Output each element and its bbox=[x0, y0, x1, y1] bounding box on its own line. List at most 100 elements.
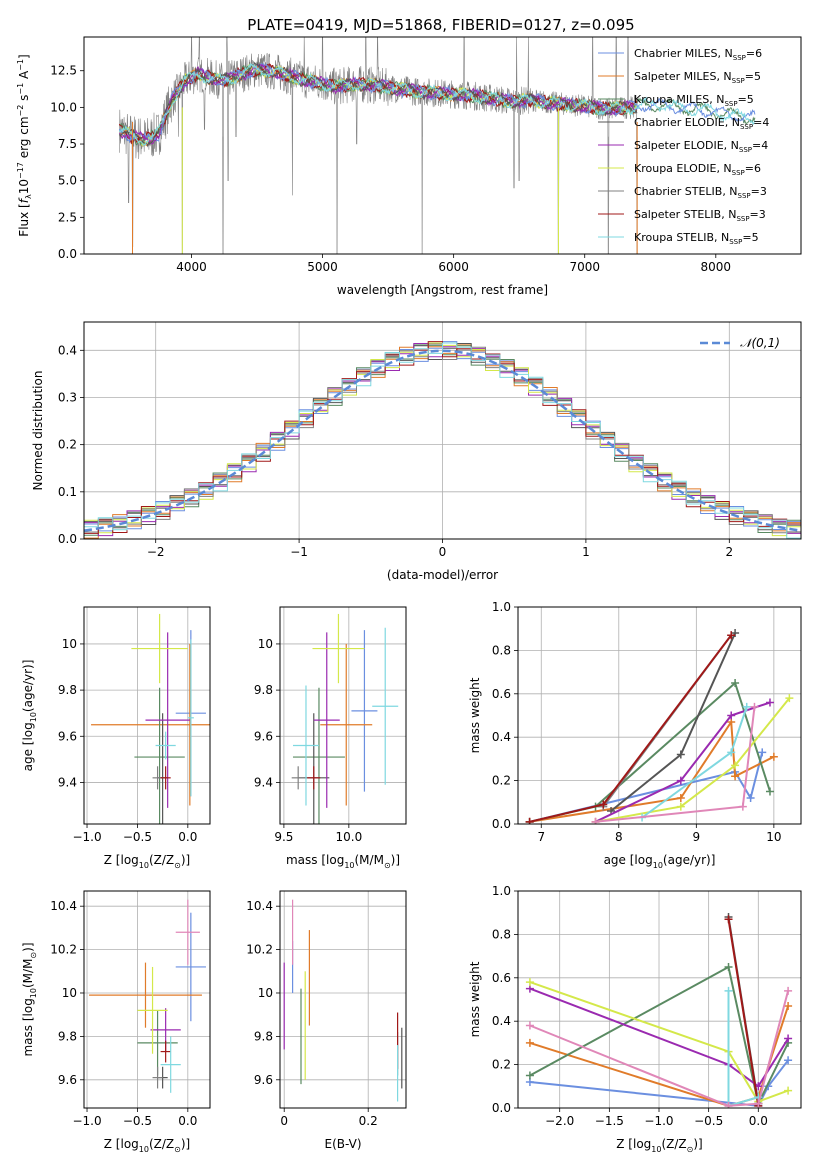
weight-marker bbox=[525, 1071, 534, 1080]
weight-line-0 bbox=[529, 752, 764, 823]
label-part: −1 bbox=[16, 59, 25, 71]
y-axis-label: age [log10(age/yr)] bbox=[21, 660, 38, 772]
label-part: 6 bbox=[755, 47, 762, 60]
panel-spectrum: 4000 5000 6000 7000 8000 0.0 2.5 5.0 7.5 10.0 12.5… bbox=[16, 36, 802, 297]
y-tick-label: 0.6 bbox=[492, 687, 511, 701]
label-part: Salpeter STELIB bbox=[634, 208, 721, 221]
label-part: )] bbox=[21, 942, 35, 951]
x-tick-label: −1.5 bbox=[595, 1114, 624, 1128]
label-part: 3 bbox=[759, 208, 766, 221]
y-axis-label: Normed distribution bbox=[31, 371, 45, 491]
label-part: SSP bbox=[736, 215, 749, 223]
x-tick-label: 8000 bbox=[701, 260, 732, 274]
label-part: 3 bbox=[760, 185, 767, 198]
x-tick-label: 6000 bbox=[438, 260, 469, 274]
weight-marker bbox=[738, 802, 747, 811]
x-axis-label: wavelength [Angstrom, rest frame] bbox=[337, 283, 548, 297]
label-part: (Z/Z bbox=[149, 853, 174, 867]
label-part: ] bbox=[17, 54, 31, 59]
legend-entry: Kroupa STELIB, NSSP=5 bbox=[634, 231, 759, 246]
label-part: ⊙ bbox=[29, 952, 38, 959]
x-tick-label: 0 bbox=[280, 1114, 288, 1128]
label-part: 10 bbox=[139, 861, 149, 870]
normal-curve bbox=[84, 349, 801, 532]
label-part: 10 bbox=[29, 712, 38, 722]
y-tick-label: 1.0 bbox=[492, 884, 511, 898]
weight-marker bbox=[731, 678, 740, 687]
y-tick-label: 9.8 bbox=[254, 683, 273, 697]
label-part: )] bbox=[181, 853, 190, 867]
legend-entry: Salpeter STELIB, NSSP=3 bbox=[634, 208, 766, 223]
legend-eq: = bbox=[745, 162, 754, 175]
panel-residuals: −2 −1 0 1 2 0.0 0.1 0.2 0.3 0.4 𝒩(0,1) (data-model)… bbox=[31, 321, 802, 582]
axes-frame bbox=[83, 606, 211, 825]
legend-eq: = bbox=[745, 70, 754, 83]
weight-marker bbox=[591, 817, 600, 824]
label-part: λ bbox=[24, 194, 33, 199]
label-part: Z [log bbox=[616, 1137, 651, 1151]
weight-line-4 bbox=[595, 701, 771, 823]
weight-marker bbox=[727, 748, 736, 757]
y-tick-label: 0.2 bbox=[58, 438, 77, 452]
weight-marker bbox=[784, 1034, 793, 1043]
y-tick-label: 0.6 bbox=[492, 971, 511, 985]
y-tick-label: 10.4 bbox=[50, 899, 77, 913]
weight-marker bbox=[525, 817, 534, 824]
label-part: )] bbox=[391, 853, 400, 867]
spectrum-data-line bbox=[119, 37, 638, 254]
y-tick-label: 0.4 bbox=[492, 730, 511, 744]
label-part: ⊙ bbox=[687, 1145, 694, 1154]
label-part: 6 bbox=[754, 162, 761, 175]
weight-marker bbox=[765, 787, 774, 796]
weight-marker bbox=[784, 986, 793, 995]
label-part: 10 bbox=[17, 179, 31, 194]
weight-marker bbox=[724, 1101, 733, 1108]
y-tick-label: 10 bbox=[62, 637, 77, 651]
label-part: (age/yr)] bbox=[21, 660, 35, 712]
weight-marker bbox=[754, 1099, 763, 1108]
y-tick-label: 1.0 bbox=[492, 600, 511, 614]
weight-marker bbox=[727, 631, 736, 640]
label-part: Chabrier MILES bbox=[634, 47, 718, 60]
label-part: 10 bbox=[653, 861, 663, 870]
x-axis-label: Z [log10(Z/Z⊙)] bbox=[616, 1137, 702, 1154]
weight-marker bbox=[731, 772, 740, 781]
model-line-3 bbox=[118, 61, 638, 148]
label-part: −2 bbox=[16, 105, 25, 117]
weight-line-5 bbox=[529, 981, 789, 1103]
label-part: 5 bbox=[754, 70, 761, 83]
label-part: age [log bbox=[604, 853, 653, 867]
y-tick-label: 0.4 bbox=[492, 1014, 511, 1028]
x-tick-label: 10 bbox=[766, 830, 781, 844]
label-part: Salpeter ELODIE bbox=[634, 139, 724, 152]
model-line-0 bbox=[118, 62, 756, 144]
y-tick-label: 10.4 bbox=[246, 899, 273, 913]
axes-frame bbox=[83, 890, 211, 1109]
label-part: Z [log bbox=[104, 853, 139, 867]
x-tick-label: −2 bbox=[147, 545, 165, 559]
x-axis-label: mass [log10(M/M⊙)] bbox=[286, 853, 400, 870]
x-tick-label: 8 bbox=[615, 830, 623, 844]
label-part: s bbox=[17, 95, 31, 105]
legend-entry: Kroupa ELODIE, NSSP=6 bbox=[634, 162, 761, 177]
legend-entry: 𝒩(0,1) bbox=[740, 336, 780, 350]
weight-marker bbox=[599, 800, 608, 809]
x-axis-label: (data-model)/error bbox=[387, 568, 498, 582]
y-tick-label: 0.2 bbox=[492, 1058, 511, 1072]
legend-entry: Chabrier MILES, NSSP=6 bbox=[634, 47, 762, 62]
weight-marker bbox=[785, 694, 794, 703]
x-tick-label: 10.0 bbox=[335, 830, 362, 844]
legend-eq: = bbox=[738, 93, 747, 106]
weight-marker bbox=[676, 793, 685, 802]
label-part: Kroupa ELODIE bbox=[634, 162, 716, 175]
label-part: mass [log bbox=[21, 998, 35, 1056]
y-tick-label: 9.8 bbox=[254, 1029, 273, 1043]
legend-nssp-prefix: , N bbox=[714, 231, 729, 244]
weight-line-7 bbox=[727, 919, 760, 1106]
legend-entry: Chabrier ELODIE, NSSP=4 bbox=[634, 116, 769, 131]
label-part: SSP bbox=[740, 123, 753, 131]
y-tick-label: 9.6 bbox=[58, 729, 77, 743]
y-tick-label: 9.8 bbox=[58, 1029, 77, 1043]
